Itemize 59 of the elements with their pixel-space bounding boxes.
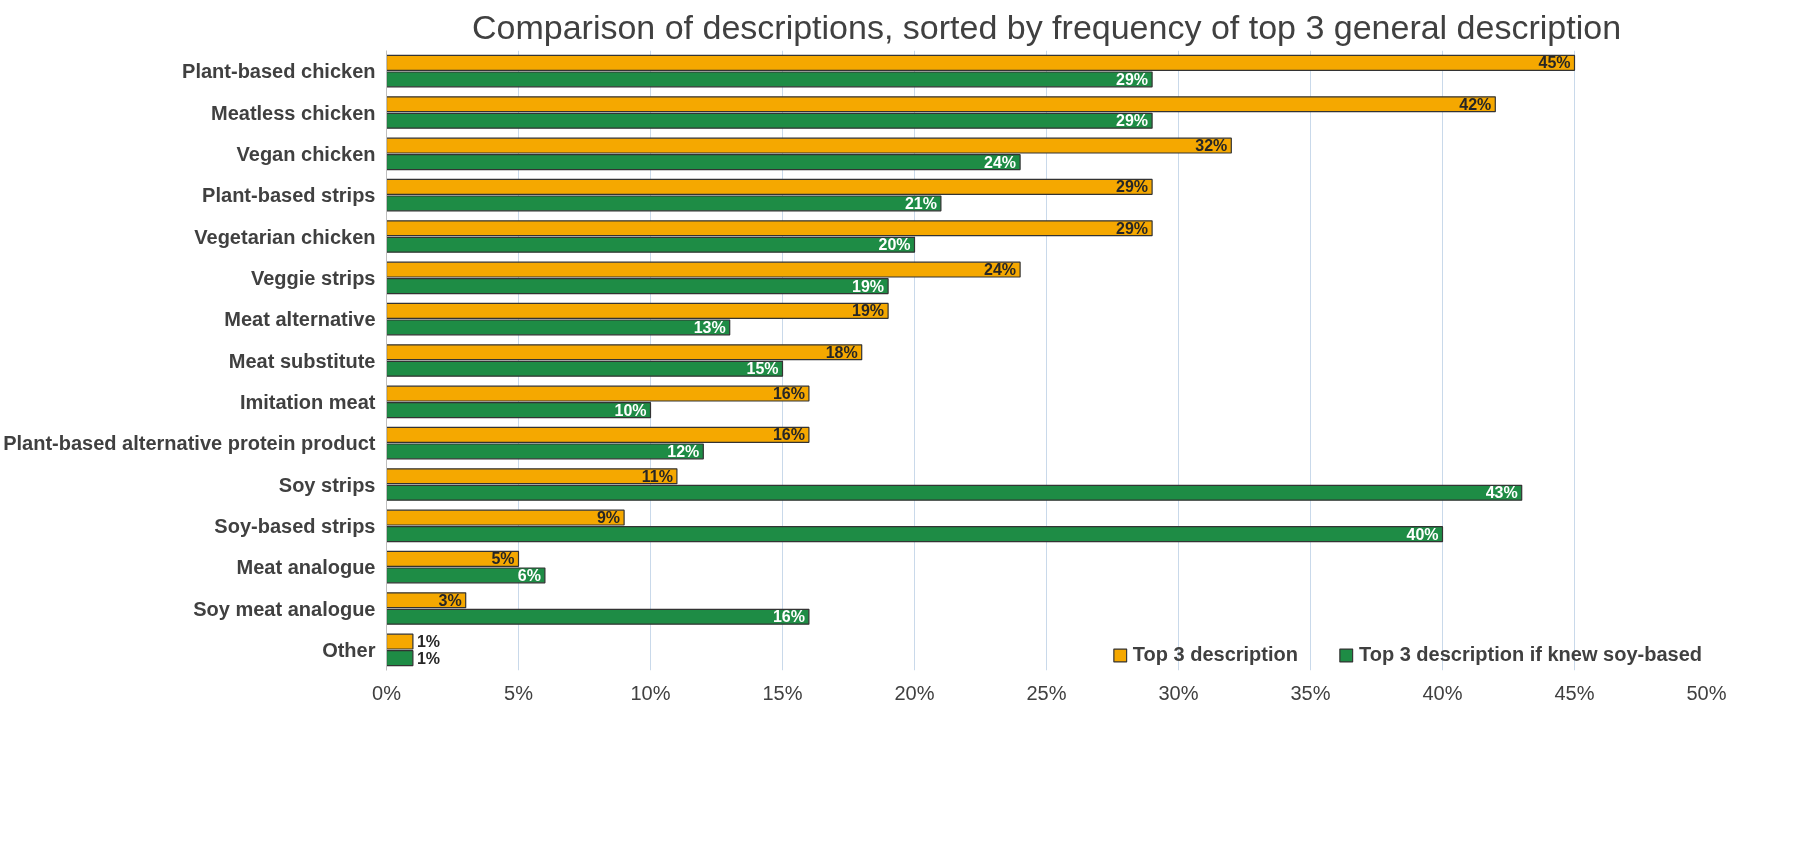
- data-label: 43%: [1485, 484, 1518, 502]
- x-tick-label: 50%: [1686, 681, 1727, 704]
- data-label: 29%: [1116, 112, 1149, 130]
- data-label: 16%: [772, 608, 805, 626]
- data-label: 18%: [825, 343, 858, 361]
- data-label: 20%: [878, 236, 911, 254]
- x-tick-label: 15%: [762, 681, 803, 704]
- data-label: 15%: [746, 360, 779, 378]
- x-tick-label: 35%: [1290, 681, 1331, 704]
- data-label: 42%: [1459, 95, 1492, 113]
- y-tick-label: Meat substitute: [228, 349, 376, 372]
- data-label: 24%: [984, 261, 1017, 279]
- data-label: 1%: [416, 633, 441, 651]
- x-tick-label: 20%: [894, 681, 935, 704]
- data-label: 24%: [984, 153, 1017, 171]
- x-tick-label: 45%: [1554, 681, 1595, 704]
- data-label: 19%: [852, 277, 885, 295]
- x-tick-label: 10%: [630, 681, 671, 704]
- x-tick-label: 5%: [504, 681, 534, 704]
- y-tick-label: Plant-based strips: [202, 184, 376, 207]
- y-tick-label: Meat analogue: [236, 556, 376, 579]
- data-label: 10%: [614, 401, 647, 419]
- data-label: 29%: [1116, 178, 1149, 196]
- legend-label: Top 3 description if knew soy-based: [1358, 643, 1702, 666]
- x-tick-label: 40%: [1422, 681, 1463, 704]
- chart-title: Comparison of descriptions, sorted by frequency of top 3 general description: [471, 7, 1622, 46]
- data-label: 5%: [491, 550, 515, 568]
- data-label: 40%: [1406, 525, 1439, 543]
- data-label: 9%: [596, 509, 621, 527]
- y-tick-label: Soy-based strips: [214, 514, 376, 537]
- data-label: 21%: [904, 194, 937, 212]
- data-label: 19%: [852, 302, 885, 320]
- data-label: 1%: [416, 649, 441, 667]
- data-label: 29%: [1116, 70, 1149, 88]
- y-tick-label: Plant-based alternative protein product: [3, 432, 376, 455]
- y-tick-label: Other: [322, 638, 376, 661]
- x-tick-label: 25%: [1026, 681, 1067, 704]
- x-tick-label: 0%: [372, 681, 402, 704]
- data-label: 13%: [693, 318, 726, 336]
- data-label: 3%: [438, 591, 462, 609]
- y-tick-label: Plant-based chicken: [182, 60, 376, 83]
- y-tick-label: Meat alternative: [224, 308, 376, 331]
- y-tick-label: Veggie strips: [251, 266, 376, 289]
- y-tick-label: Imitation meat: [239, 390, 376, 413]
- data-label: 12%: [667, 442, 700, 460]
- data-label: 16%: [772, 385, 805, 403]
- data-label: 11%: [641, 467, 673, 485]
- y-tick-label: Vegan chicken: [236, 142, 376, 165]
- y-tick-label: Vegetarian chicken: [194, 225, 376, 248]
- data-label: 29%: [1116, 219, 1149, 237]
- x-tick-label: 30%: [1158, 681, 1199, 704]
- data-label: 16%: [772, 426, 805, 444]
- y-tick-label: Soy strips: [278, 473, 376, 496]
- legend-label: Top 3 description: [1132, 643, 1298, 666]
- data-label: 6%: [517, 566, 541, 584]
- data-label: 32%: [1195, 137, 1228, 155]
- data-label: 45%: [1538, 54, 1571, 72]
- y-tick-label: Meatless chicken: [210, 101, 376, 124]
- y-tick-label: Soy meat analogue: [193, 597, 376, 620]
